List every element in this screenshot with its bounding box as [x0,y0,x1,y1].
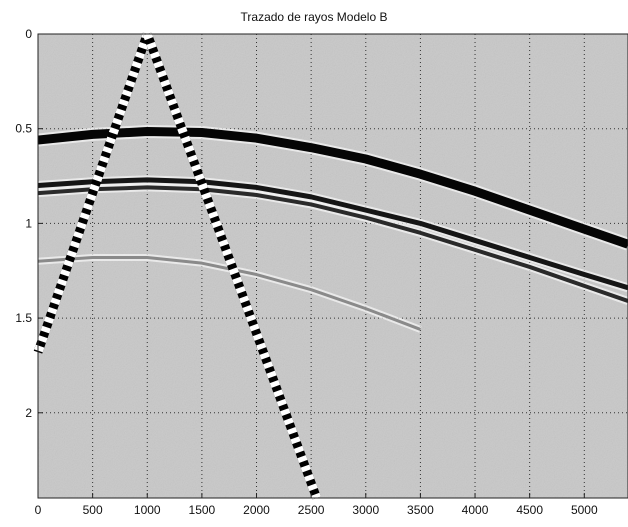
y-tick-label: 0.5 [15,122,32,136]
x-tick-label: 4500 [516,503,543,517]
x-tick-label: 1500 [189,503,216,517]
x-tick-label: 2000 [243,503,270,517]
x-axis: 0 500 1000 1500 2000 2500 3000 3500 4000 4500 5000 [35,493,598,517]
x-tick-label: 3500 [407,503,434,517]
y-axis: 0 0.5 1 1.5 2 [15,27,43,420]
y-tick-label: 1.5 [15,311,32,325]
x-tick-label: 2500 [298,503,325,517]
reflector-2 [37,177,628,291]
x-tick-label: 0 [35,503,42,517]
x-tick-label: 1000 [134,503,161,517]
ray-2 [143,32,321,500]
plot-frame [37,33,628,499]
y-tick-label: 2 [25,406,32,420]
x-tick-label: 5000 [571,503,598,517]
reflector-3 [37,185,628,303]
reflector-1 [37,127,628,249]
ray-1 [33,32,152,354]
y-tick-label: 0 [25,27,32,41]
chart-title: Trazado de rayos Modelo B [240,10,388,24]
x-tick-label: 500 [83,503,103,517]
x-tick-label: 3000 [352,503,379,517]
x-tick-label: 4000 [462,503,489,517]
y-tick-label: 1 [25,216,32,230]
rays [33,32,321,500]
